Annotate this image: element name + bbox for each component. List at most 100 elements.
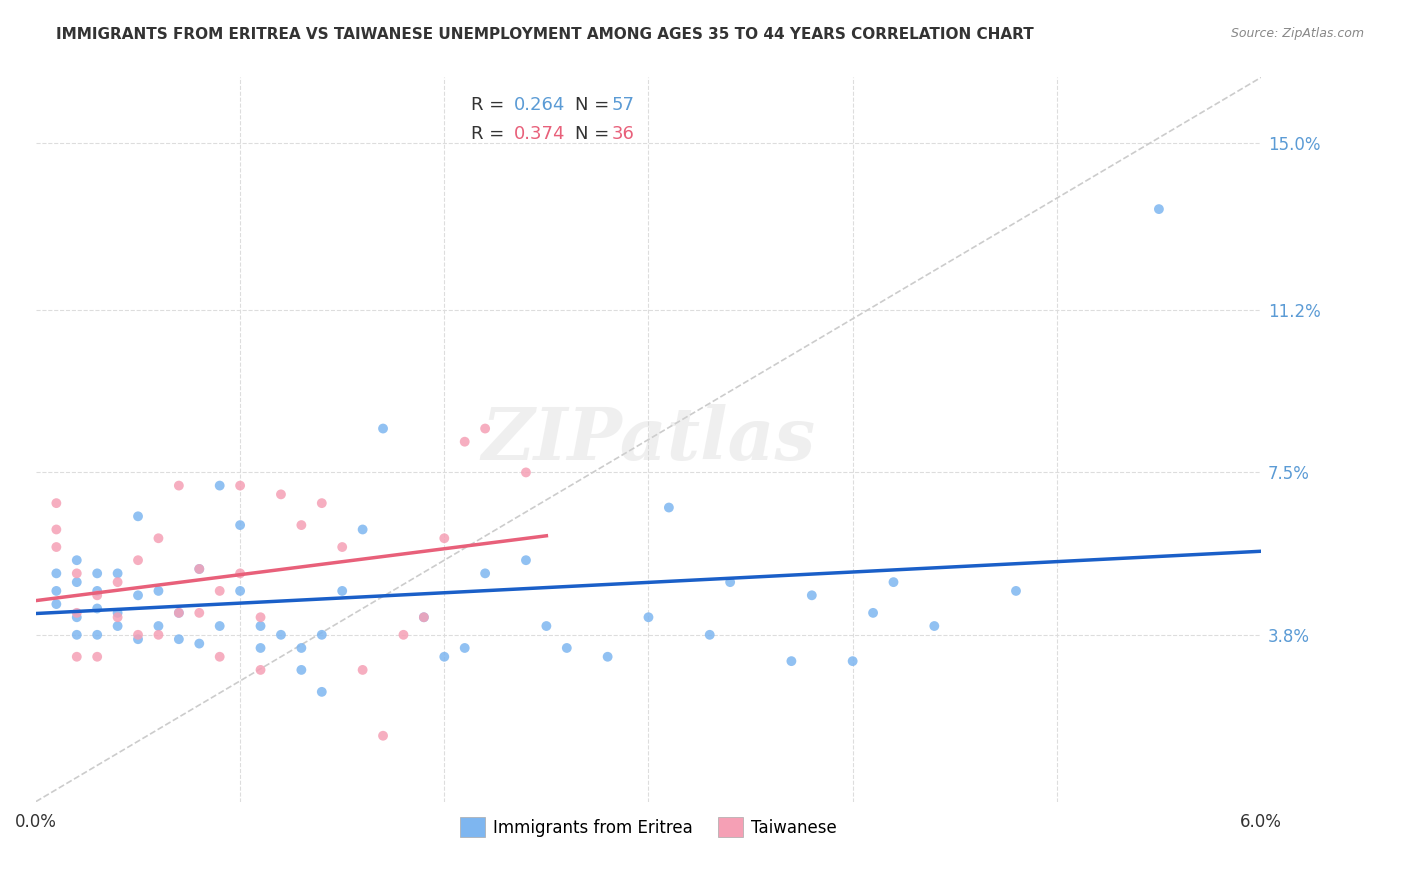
Point [86,566,108,581]
Point [311,685,333,699]
Text: N =: N = [575,125,614,143]
Point [66,575,89,590]
Point [107,619,129,633]
Point [45,523,67,537]
Point [841,654,863,668]
Point [371,421,394,435]
Point [188,637,211,651]
Point [311,496,333,510]
Text: 0.264: 0.264 [513,95,565,113]
Point [555,640,578,655]
Point [45,566,67,581]
Point [45,583,67,598]
Point [433,531,456,545]
Point [66,606,89,620]
Point [290,518,312,533]
Point [127,509,149,524]
Point [208,649,231,664]
Point [66,553,89,567]
Point [862,606,884,620]
Point [86,649,108,664]
Point [249,619,271,633]
Point [107,610,129,624]
Point [596,649,619,664]
Text: 57: 57 [612,95,634,113]
Point [45,496,67,510]
Point [311,628,333,642]
Point [167,606,190,620]
Point [249,663,271,677]
Point [352,663,374,677]
Point [167,632,190,647]
Text: R =: R = [471,95,510,113]
Point [474,421,496,435]
Text: Source: ZipAtlas.com: Source: ZipAtlas.com [1230,27,1364,40]
Point [229,566,252,581]
Point [699,628,721,642]
Point [188,606,211,620]
Point [800,588,823,602]
Point [127,628,149,642]
Point [188,562,211,576]
Point [290,663,312,677]
Point [167,478,190,492]
Point [924,619,946,633]
Point [637,610,659,624]
Point [249,610,271,624]
Point [229,518,252,533]
Point [270,628,292,642]
Point [66,566,89,581]
Point [107,575,129,590]
Point [86,583,108,598]
Point [66,610,89,624]
Text: ZIPatlas: ZIPatlas [481,404,815,475]
Point [330,540,353,554]
Point [86,601,108,615]
Text: R =: R = [471,125,510,143]
Text: 36: 36 [612,125,634,143]
Point [208,619,231,633]
Point [249,640,271,655]
Point [392,628,415,642]
Point [290,640,312,655]
Point [536,619,558,633]
Point [229,478,252,492]
Point [86,588,108,602]
Point [454,434,477,449]
Text: N =: N = [575,95,614,113]
Point [433,649,456,664]
Point [66,628,89,642]
Point [45,540,67,554]
Text: IMMIGRANTS FROM ERITREA VS TAIWANESE UNEMPLOYMENT AMONG AGES 35 TO 44 YEARS CORR: IMMIGRANTS FROM ERITREA VS TAIWANESE UNE… [56,27,1033,42]
Point [780,654,803,668]
Text: 0.374: 0.374 [513,125,565,143]
Point [107,606,129,620]
Point [148,619,170,633]
Point [270,487,292,501]
Point [167,606,190,620]
Point [330,583,353,598]
Point [127,588,149,602]
Point [371,729,394,743]
Point [208,478,231,492]
Point [45,597,67,611]
Point [229,583,252,598]
Point [515,466,537,480]
Point [208,583,231,598]
Point [127,553,149,567]
Point [718,575,741,590]
Legend: Immigrants from Eritrea, Taiwanese: Immigrants from Eritrea, Taiwanese [453,810,844,844]
Point [1147,202,1170,216]
Point [127,632,149,647]
Point [148,583,170,598]
Point [107,566,129,581]
Point [882,575,904,590]
Point [66,649,89,664]
Point [1005,583,1028,598]
Point [454,640,477,655]
Point [412,610,434,624]
Point [352,523,374,537]
Point [148,531,170,545]
Point [188,562,211,576]
Point [148,628,170,642]
